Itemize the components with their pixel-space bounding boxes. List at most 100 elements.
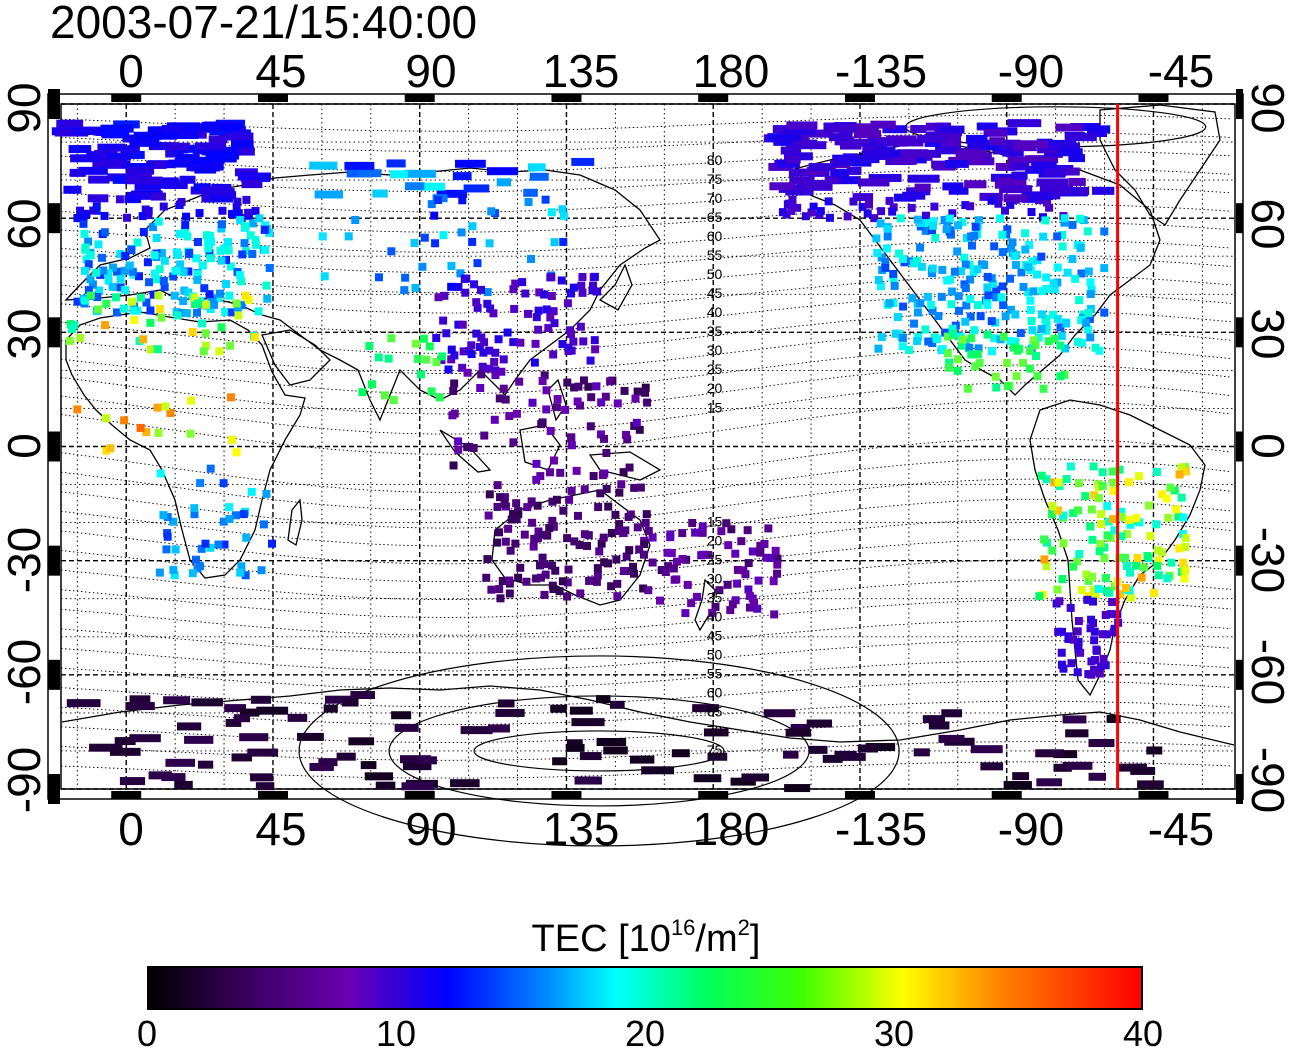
tec-cell: [191, 555, 200, 564]
tec-cell: [473, 259, 482, 268]
tec-cell: [1006, 244, 1015, 253]
tec-cell: [80, 229, 89, 238]
tec-cell: [107, 152, 131, 161]
tec-cell: [248, 219, 257, 228]
tec-cell: [138, 212, 147, 221]
tec-cell: [922, 715, 946, 724]
tec-cell: [987, 317, 996, 326]
tec-cell: [1013, 346, 1022, 355]
tec-cell: [1003, 382, 1012, 391]
tec-cell: [1106, 610, 1115, 619]
tec-cell: [578, 272, 587, 281]
tec-cell: [599, 533, 608, 542]
tec-cell: [1032, 352, 1041, 361]
tec-cell: [1082, 318, 1091, 327]
tec-cell: [1100, 308, 1109, 317]
tec-cell: [741, 570, 750, 579]
tec-cell: [619, 468, 628, 477]
tec-cell: [1084, 576, 1093, 585]
tec-cell: [807, 208, 816, 217]
tec-cell: [1103, 531, 1112, 540]
tec-cell: [830, 168, 850, 177]
tec-cell: [323, 704, 338, 713]
tec-cell: [542, 305, 551, 314]
lon-tick-bottom-0: 0: [118, 803, 144, 855]
tec-cell: [1048, 502, 1057, 511]
tec-cell: [201, 121, 222, 130]
tec-cell: [966, 312, 975, 321]
tec-cell: [155, 568, 164, 577]
tec-cell: [790, 723, 811, 732]
tec-cell: [232, 448, 241, 457]
tec-cell: [698, 522, 707, 531]
tec-cell: [1071, 274, 1080, 283]
tec-cell: [849, 197, 858, 206]
tec-cell: [588, 281, 597, 290]
tec-cell: [1044, 337, 1053, 346]
tec-cell: [121, 252, 130, 261]
tec-cell: [447, 261, 456, 270]
tec-cell: [236, 568, 245, 577]
tec-cell: [104, 269, 113, 278]
tec-cell: [549, 307, 558, 316]
tec-cell: [169, 142, 190, 151]
tec-cell: [483, 299, 492, 308]
tec-cell: [1121, 553, 1130, 562]
tec-cell: [394, 723, 419, 732]
tec-cell: [160, 256, 169, 265]
tec-cell: [996, 214, 1005, 223]
tec-cell: [509, 438, 518, 447]
tec-cell: [893, 313, 902, 322]
tec-cell: [967, 350, 976, 359]
tec-cell: [1012, 772, 1030, 781]
tec-cell: [1068, 255, 1077, 264]
tec-cell: [95, 286, 104, 295]
contour-label: 35: [707, 590, 723, 606]
tec-cell: [1086, 624, 1095, 633]
tec-cell: [566, 739, 583, 748]
tec-cell: [947, 300, 956, 309]
tec-cell: [564, 343, 573, 352]
tec-cell: [913, 308, 922, 317]
tec-cell: [858, 202, 867, 211]
tec-cell: [344, 161, 375, 170]
contour-line: [60, 346, 1232, 395]
tec-cell: [73, 405, 82, 414]
tec-cell: [834, 137, 855, 146]
tec-cell: [745, 591, 754, 600]
tec-cell: [170, 571, 179, 580]
tec-cell: [1027, 208, 1036, 217]
tec-cell: [552, 495, 561, 504]
tec-cell: [176, 130, 199, 139]
tec-cell: [241, 571, 250, 580]
tec-cell: [964, 180, 987, 189]
tec-cell: [458, 363, 467, 372]
tec-cell: [857, 744, 879, 753]
tec-cell: [1146, 531, 1155, 540]
tec-cell: [178, 309, 187, 318]
tec-cell: [478, 362, 487, 371]
tec-cell: [559, 211, 568, 220]
tec-cell: [475, 343, 484, 352]
tec-cell: [485, 490, 494, 499]
tec-cell: [870, 214, 879, 223]
tec-cell: [983, 330, 992, 339]
tec-cell: [505, 576, 514, 585]
tec-cell: [656, 596, 665, 605]
tec-cell: [648, 558, 657, 567]
tec-cell: [520, 530, 529, 539]
tec-cell: [1140, 563, 1149, 572]
tec-cell: [657, 566, 666, 575]
tec-cell: [176, 260, 185, 269]
tec-cell: [1042, 475, 1051, 484]
tec-cell: [66, 699, 101, 708]
tec-cell: [563, 378, 572, 387]
tec-cell: [1066, 462, 1075, 471]
tec-cell: [773, 560, 782, 569]
tec-cell: [372, 189, 388, 198]
frame-tick-left-1: [48, 203, 60, 234]
tec-cell: [1086, 333, 1095, 342]
tec-cell: [248, 250, 257, 259]
tec-cell: [404, 182, 425, 191]
tec-cell: [1037, 324, 1046, 333]
